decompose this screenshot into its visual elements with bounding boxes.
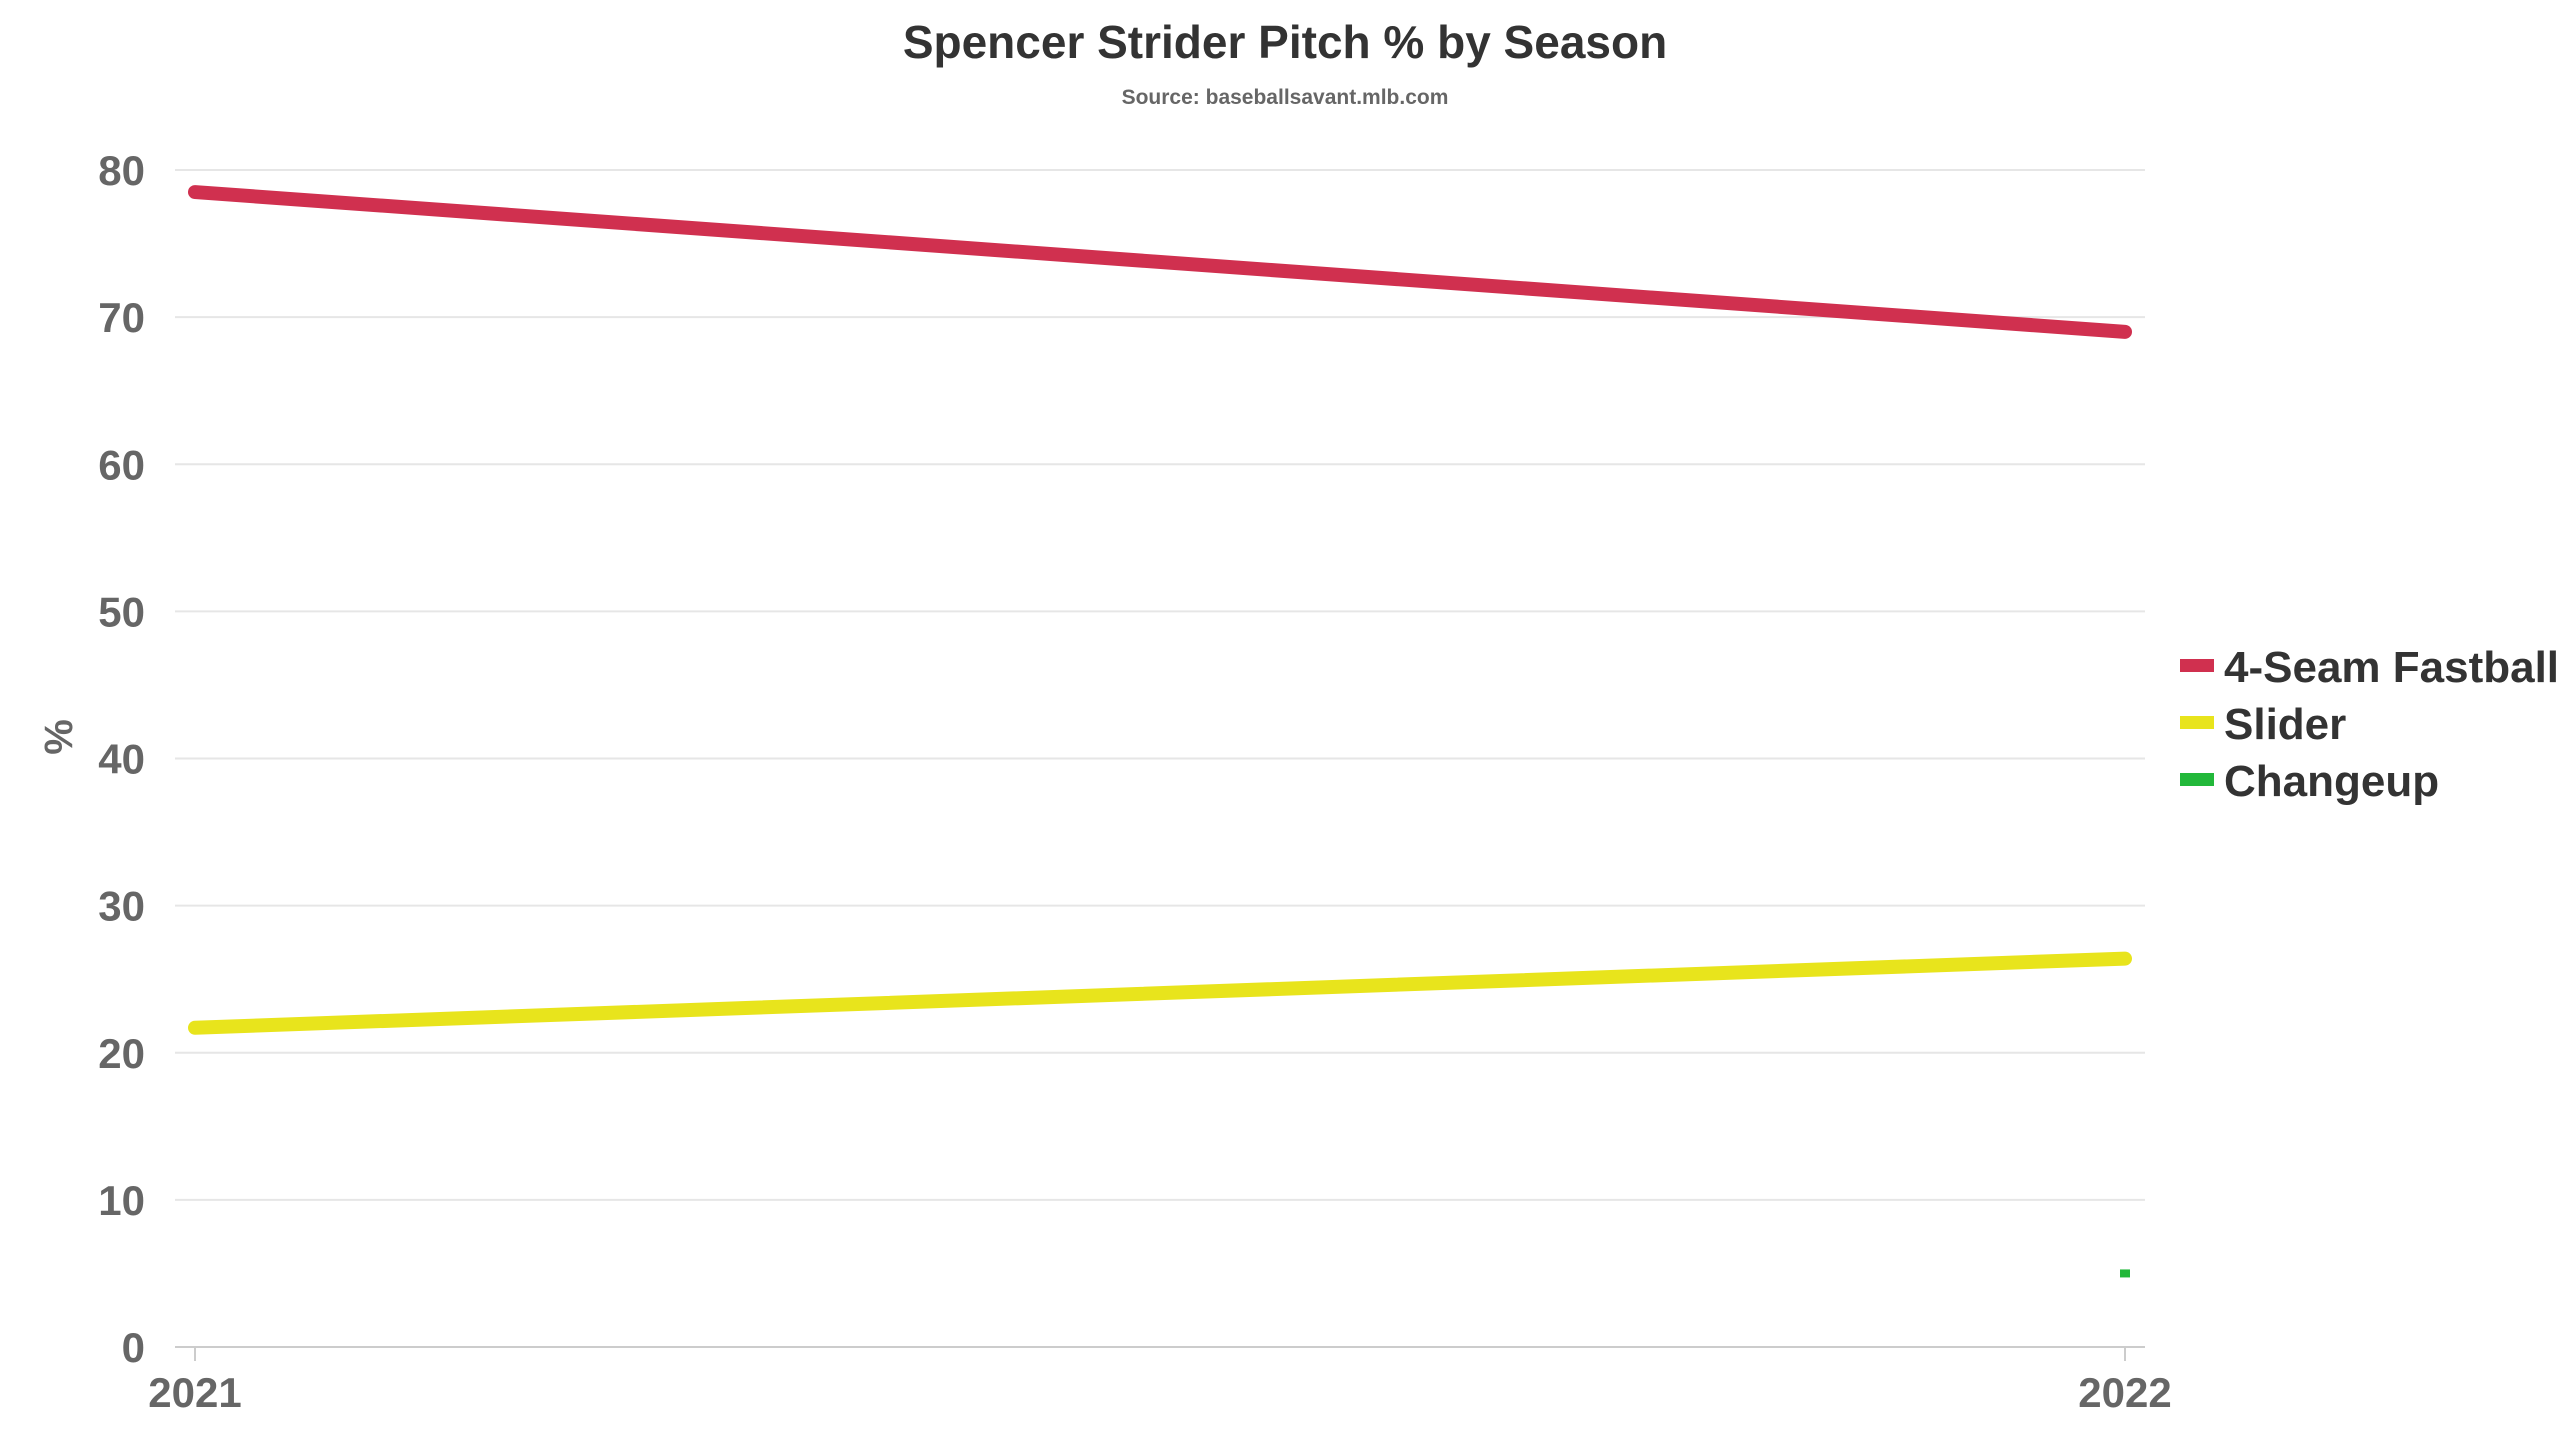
y-tick-label: 40 — [98, 736, 145, 783]
legend: 4-Seam Fastball Slider Changeup — [2180, 643, 2559, 806]
gridlines — [175, 169, 2145, 1201]
y-tick-label: 0 — [122, 1324, 145, 1371]
legend-label: Slider — [2224, 700, 2346, 749]
y-axis-title: % — [37, 719, 81, 755]
series-line-slider — [188, 951, 2132, 1035]
x-axis: 2021 2022 — [148, 1346, 2172, 1416]
y-tick-label: 80 — [98, 147, 145, 194]
y-tick-label: 70 — [98, 294, 145, 341]
y-tick-label: 60 — [98, 441, 145, 488]
series-line-4-seam-fastball — [188, 185, 2132, 339]
y-tick-label: 20 — [98, 1030, 145, 1077]
legend-item[interactable]: 4-Seam Fastball — [2180, 643, 2559, 692]
chart-title: Spencer Strider Pitch % by Season — [903, 16, 1667, 68]
legend-item[interactable]: Slider — [2180, 700, 2346, 749]
x-tick-label: 2022 — [2078, 1369, 2171, 1416]
series-point-changeup — [2120, 1269, 2130, 1278]
series-lines — [188, 185, 2132, 1278]
y-tick-label: 30 — [98, 883, 145, 930]
legend-label: 4-Seam Fastball — [2224, 643, 2559, 692]
chart-subtitle: Source: baseballsavant.mlb.com — [1122, 86, 1449, 109]
y-tick-label: 10 — [98, 1177, 145, 1224]
y-tick-label: 50 — [98, 588, 145, 635]
legend-swatch — [2180, 659, 2214, 672]
legend-swatch — [2180, 773, 2214, 786]
x-tick-label: 2021 — [148, 1369, 241, 1416]
legend-item[interactable]: Changeup — [2180, 757, 2439, 806]
legend-label: Changeup — [2224, 757, 2439, 806]
legend-swatch — [2180, 716, 2214, 729]
y-axis-tick-labels: 0 10 20 30 40 50 60 70 80 — [98, 147, 145, 1371]
